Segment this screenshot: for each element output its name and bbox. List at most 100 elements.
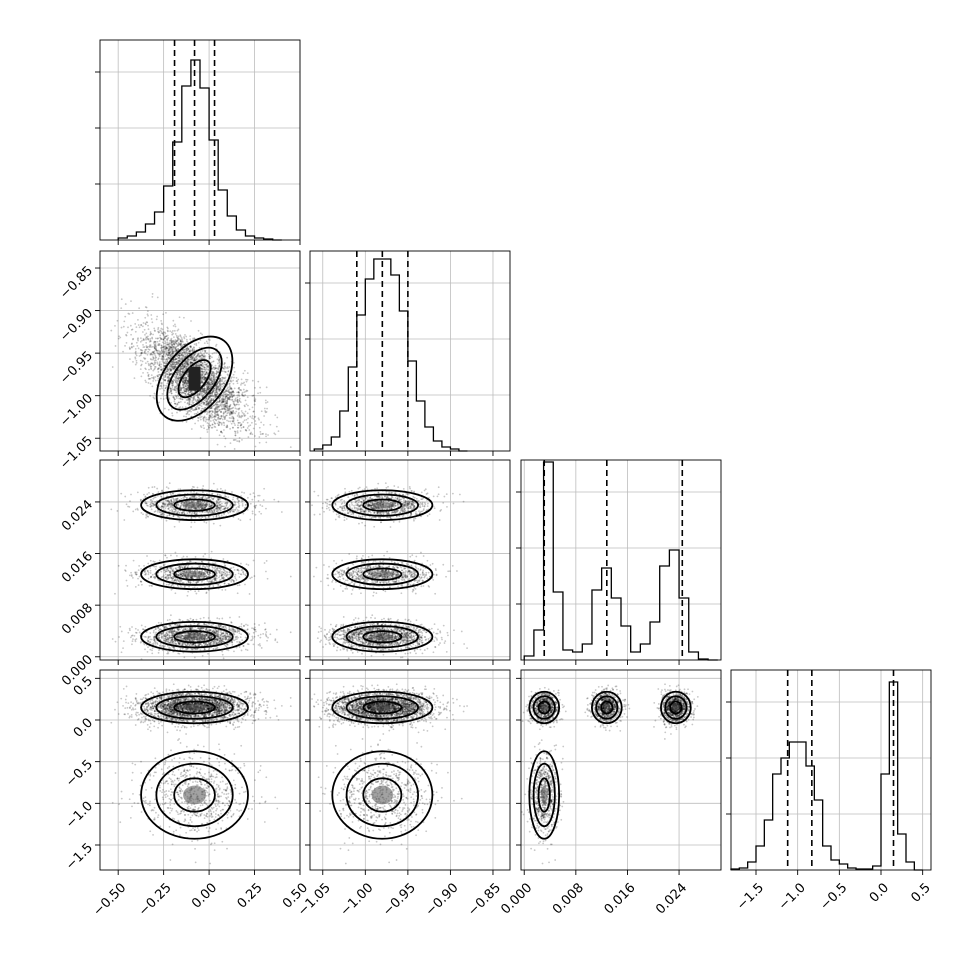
scatter-point [194, 408, 196, 411]
scatter-point [215, 384, 218, 387]
scatter-point [150, 374, 153, 376]
scatter-point [213, 397, 216, 399]
scatter-point [137, 337, 139, 340]
scatter-point [219, 378, 222, 380]
scatter-point [147, 486, 150, 489]
scatter-point [173, 389, 176, 391]
scatter-point [206, 400, 209, 403]
scatter-point [203, 399, 206, 401]
scatter-point [184, 379, 187, 381]
scatter-point [144, 306, 147, 308]
scatter-point [226, 393, 229, 396]
scatter-point [222, 377, 225, 380]
scatter-point [211, 426, 214, 429]
scatter-point [243, 404, 246, 407]
scatter-point [204, 420, 207, 423]
scatter-point [134, 640, 137, 643]
scatter-point [158, 350, 161, 353]
scatter-point [155, 348, 157, 350]
scatter-point [192, 409, 195, 411]
scatter-point [206, 383, 209, 386]
scatter-point [145, 345, 148, 347]
scatter-point [236, 403, 238, 406]
scatter-point [204, 368, 206, 371]
scatter-point [190, 346, 192, 349]
scatter-point [242, 421, 245, 423]
scatter-point [170, 392, 173, 395]
scatter-point [196, 395, 199, 398]
scatter-point [201, 371, 204, 373]
scatter-point [166, 360, 169, 363]
scatter-point [191, 347, 194, 350]
scatter-point [181, 363, 184, 366]
scatter-point [213, 415, 216, 417]
scatter-point [213, 425, 216, 428]
scatter-point [224, 396, 227, 399]
scatter-point [218, 356, 220, 359]
scatter-point [182, 351, 184, 354]
scatter-point [240, 389, 243, 392]
scatter-point [229, 408, 231, 411]
scatter-point [222, 367, 225, 370]
scatter-point [222, 382, 225, 385]
scatter-point [168, 482, 171, 485]
scatter-point [164, 335, 167, 338]
scatter-point [254, 420, 257, 422]
scatter-point [222, 399, 224, 401]
scatter-point [185, 347, 188, 350]
scatter-point [178, 354, 181, 357]
scatter-point [223, 377, 226, 380]
scatter-point [177, 369, 180, 372]
scatter-point [153, 363, 156, 366]
scatter-point [241, 391, 244, 394]
scatter-point [169, 351, 172, 354]
scatter-point [193, 586, 196, 589]
scatter-point [202, 389, 205, 392]
scatter-point [189, 391, 192, 393]
scatter-point [207, 424, 210, 427]
scatter-point [241, 394, 244, 397]
scatter-point [171, 367, 174, 369]
scatter-point [175, 375, 178, 378]
scatter-point [183, 381, 186, 384]
scatter-point [233, 371, 236, 373]
scatter-point [229, 404, 232, 407]
scatter-point [259, 391, 262, 394]
scatter-point [168, 366, 171, 369]
scatter-point [183, 366, 186, 368]
scatter-point [243, 395, 245, 397]
histogram-0 [117, 59, 282, 241]
scatter-point [210, 391, 213, 394]
scatter-point [204, 389, 206, 392]
scatter-point [225, 367, 228, 369]
scatter-point [173, 365, 175, 367]
scatter-point [160, 338, 163, 341]
scatter-point [164, 345, 166, 348]
scatter-point [176, 372, 179, 375]
scatter-point [183, 366, 186, 368]
scatter-point [273, 432, 276, 435]
scatter-point [123, 320, 126, 323]
scatter-point [142, 371, 144, 374]
scatter-point [216, 412, 219, 415]
scatter-point [221, 394, 224, 396]
scatter-point [130, 300, 132, 303]
scatter-point [239, 424, 242, 427]
scatter-point [176, 384, 179, 387]
scatter-point [179, 339, 182, 341]
scatter-point [147, 377, 150, 380]
scatter-point [192, 346, 195, 349]
scatter-point [218, 421, 221, 424]
scatter-point [166, 354, 169, 357]
scatter-point [171, 362, 174, 365]
scatter-point [217, 400, 219, 403]
scatter-point [157, 377, 160, 380]
scatter-point [214, 413, 217, 416]
scatter-point [183, 362, 186, 365]
scatter-point [225, 389, 228, 392]
scatter-point [243, 415, 246, 418]
scatter-point [185, 373, 187, 376]
scatter-point [184, 377, 187, 380]
scatter-point [228, 407, 231, 410]
scatter-point [213, 404, 216, 407]
